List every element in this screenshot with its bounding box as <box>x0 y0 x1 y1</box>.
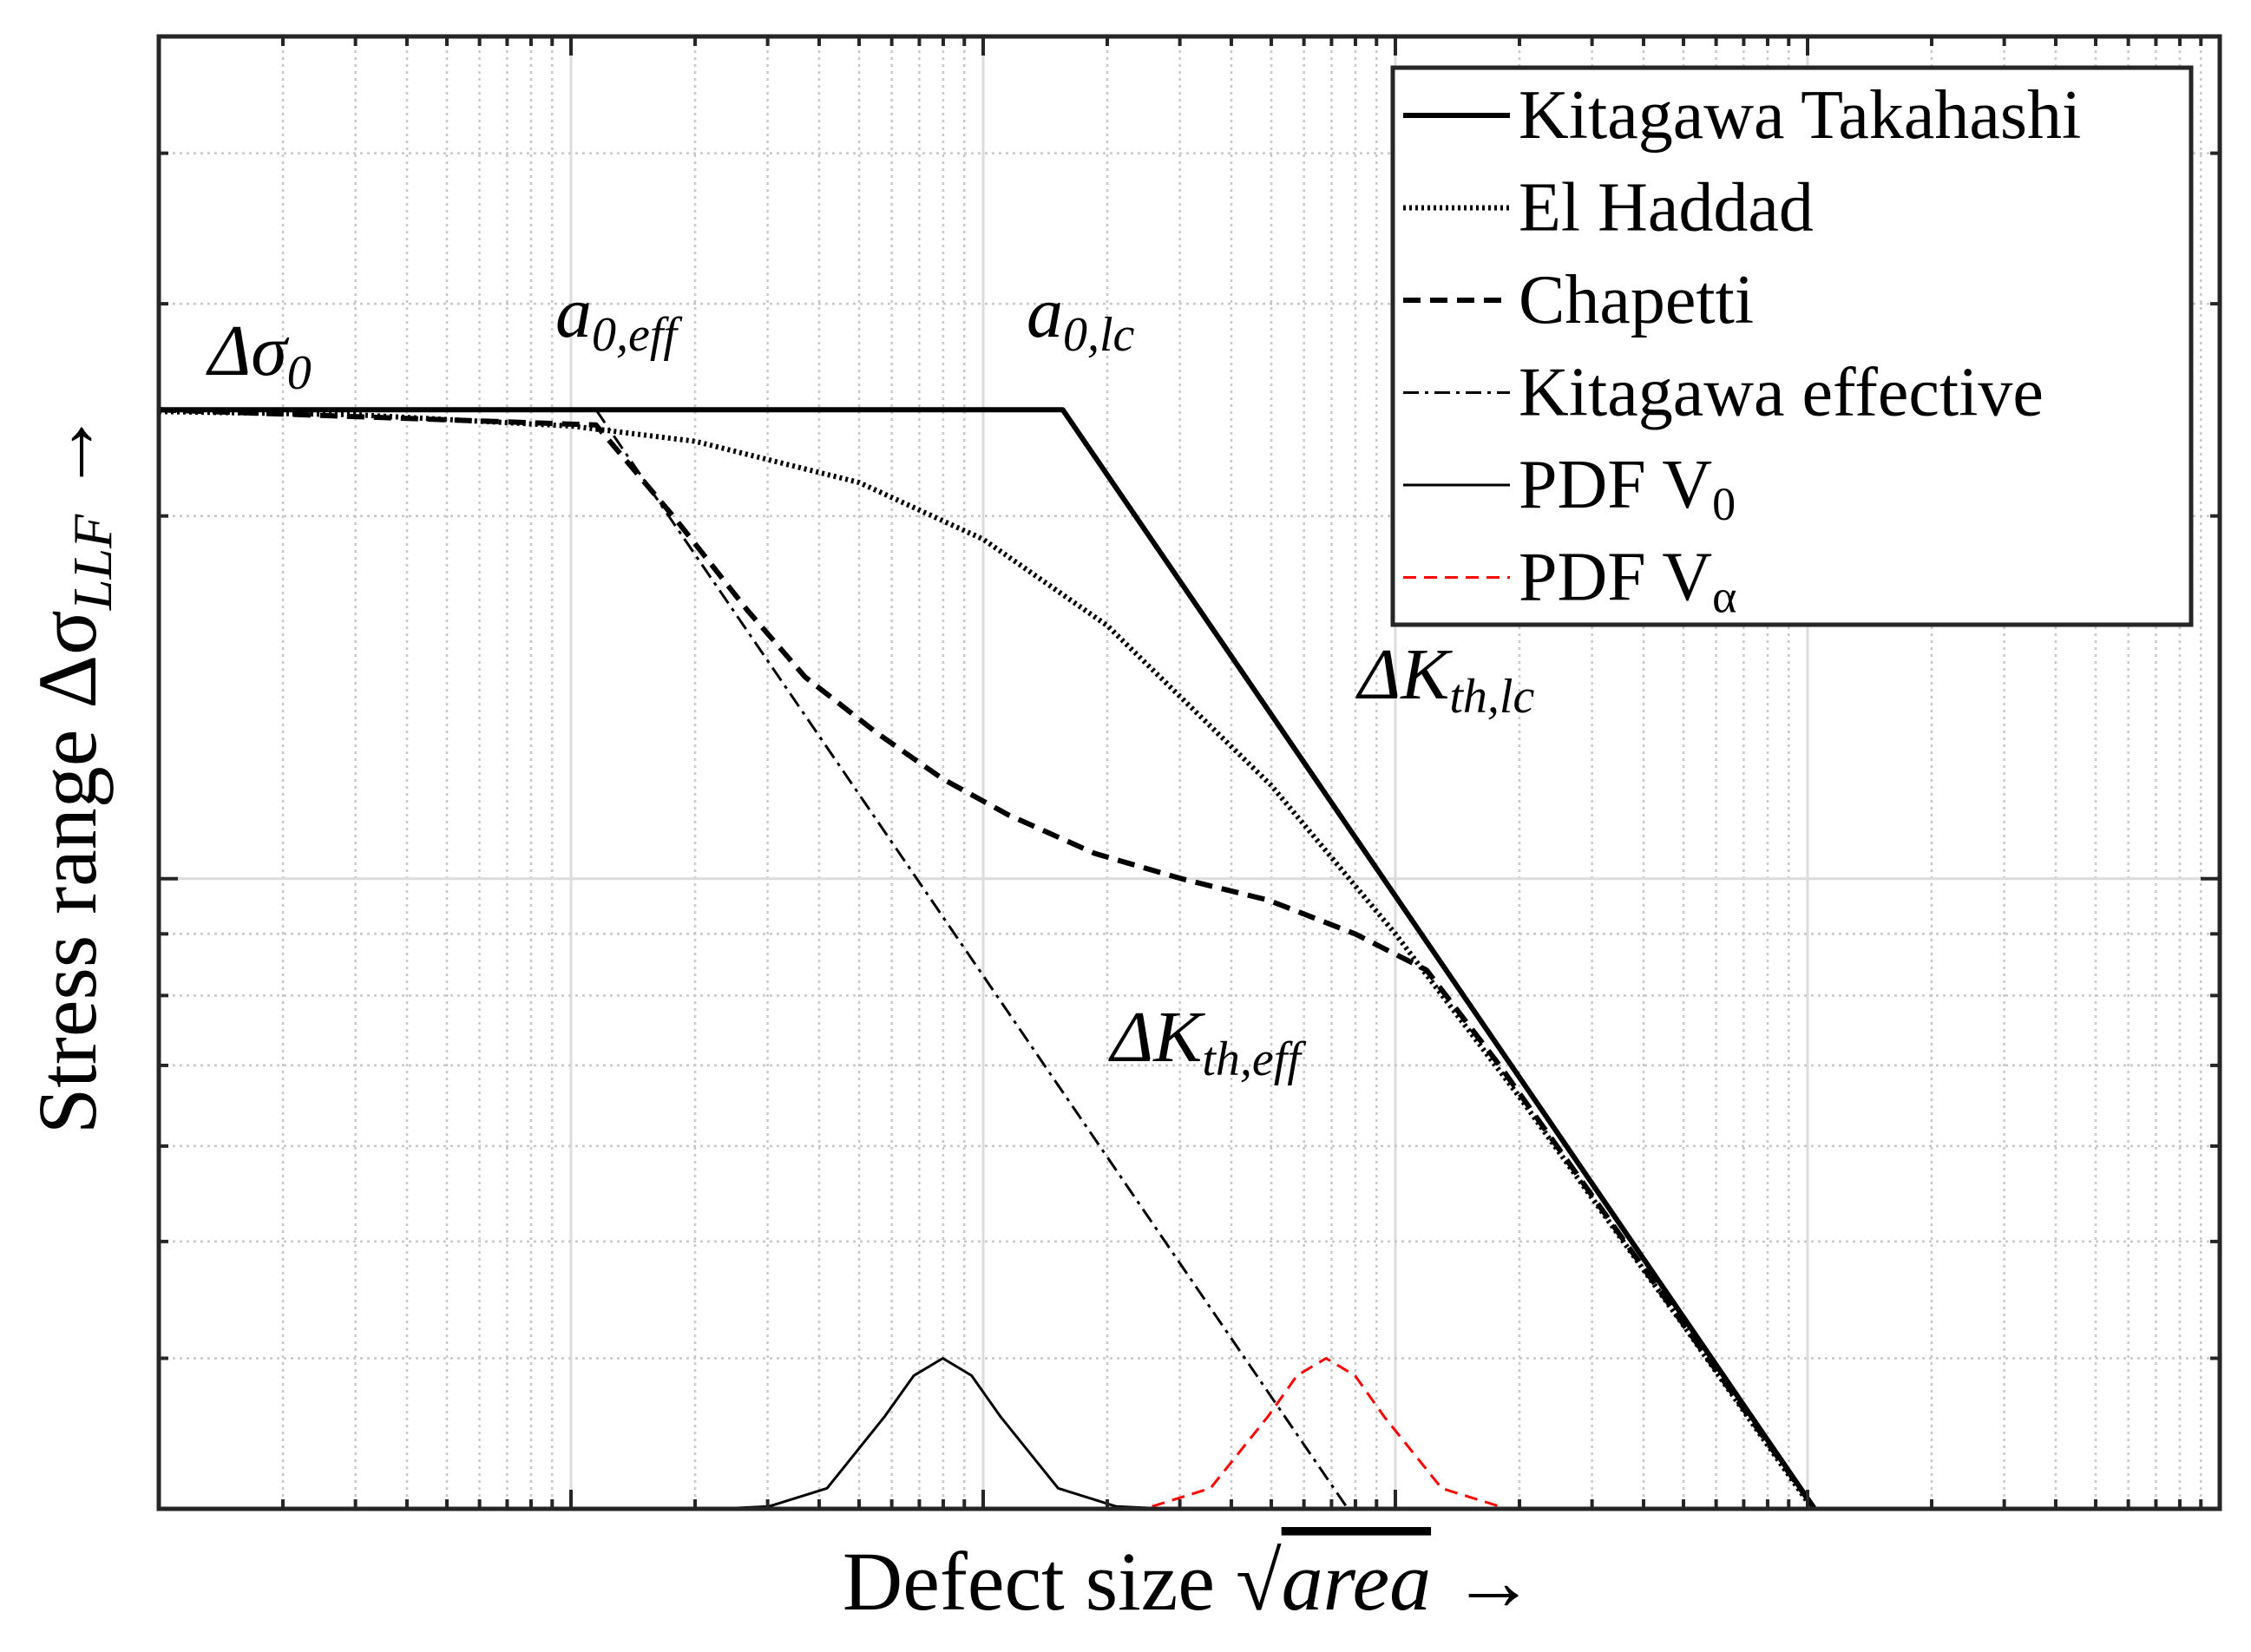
legend-name: PDF V <box>1519 540 1712 616</box>
series-line <box>158 407 1817 1511</box>
legend-name: Kitagawa Takahashi <box>1519 77 2081 154</box>
y-label-arrow: → <box>21 410 114 515</box>
x-label-sqrt: √ <box>1236 1535 1282 1628</box>
annotation-text: ΔK <box>1108 997 1205 1078</box>
x-label-text: Defect size <box>843 1535 1236 1628</box>
annotation-text: Δσ <box>206 311 290 391</box>
y-label-sub: LLF <box>62 514 123 611</box>
series-line <box>159 408 1349 1510</box>
legend-name: El Haddad <box>1519 170 1814 246</box>
legend-label: PDF V0 <box>1519 447 1736 530</box>
annotation-sub: th,eff <box>1202 1032 1307 1086</box>
lines <box>158 407 1817 1511</box>
legend-label: PDF Vα <box>1519 540 1736 623</box>
y-label-text: Stress range Δσ <box>21 610 114 1134</box>
x-label-var: area <box>1282 1535 1431 1628</box>
annotation: a0,eff <box>555 272 683 362</box>
plot-frame <box>156 34 2222 1511</box>
legend-label: Kitagawa Takahashi <box>1519 77 2081 154</box>
annotation-sub: 0 <box>287 346 312 400</box>
legend: Kitagawa Takahashi El Haddad Chapetti Kitag… <box>1390 65 2194 627</box>
series-line <box>1152 1357 1500 1508</box>
annotation-text: a <box>555 272 592 353</box>
series-line <box>159 407 1817 1511</box>
legend-name: PDF V <box>1519 447 1712 523</box>
legend-box <box>1390 65 2194 627</box>
legend-name-sub: 0 <box>1712 478 1736 530</box>
annotation: ΔKth,eff <box>1108 997 1307 1086</box>
annotation: a0,lc <box>1027 272 1135 362</box>
annotation-text: a <box>1027 272 1063 353</box>
annotation-sub: th,lc <box>1449 670 1534 724</box>
series-line <box>718 1357 1167 1511</box>
legend-name: Kitagawa effective <box>1519 355 2044 431</box>
legend-label: Kitagawa effective <box>1519 355 2044 431</box>
x-label-arrow: → <box>1431 1535 1535 1628</box>
legend-label: Chapetti <box>1519 262 1754 338</box>
legend-label: El Haddad <box>1519 170 1814 246</box>
y-axis-label: Stress range ΔσLLF → <box>21 410 123 1134</box>
legend-name: Chapetti <box>1519 262 1754 338</box>
annotation-sub: 0,eff <box>592 308 683 362</box>
legend-name-sub: α <box>1712 571 1736 623</box>
x-axis-label: Defect size √area → <box>843 1535 1535 1628</box>
annotation-sub: 0,lc <box>1063 308 1135 362</box>
annotation: Δσ0 <box>206 311 312 400</box>
annotation-text: ΔK <box>1355 634 1453 715</box>
annotation: ΔKth,lc <box>1355 634 1534 724</box>
